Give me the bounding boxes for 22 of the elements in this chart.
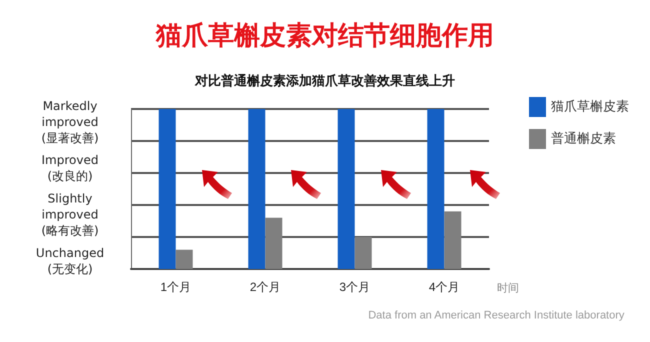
x-tick-label: 3个月	[339, 280, 370, 294]
text: Data from an American Research Institute laboratory	[368, 310, 625, 322]
legend-label: 猫爪草槲皮素	[551, 100, 629, 114]
bar	[338, 109, 355, 269]
x-axis-title: 时间	[497, 282, 519, 294]
bar	[444, 211, 462, 269]
bar	[427, 109, 444, 269]
text: Slightly improved (略有改善)	[41, 192, 99, 238]
x-tick-label: 4个月	[428, 280, 460, 294]
chart-title: 猫爪草槲皮素对结节细胞作用	[155, 21, 494, 51]
bar	[354, 237, 372, 269]
bar	[248, 109, 266, 269]
text: Improved (改良的)	[42, 153, 98, 184]
text: Unchanged (无变化)	[36, 246, 104, 276]
chart-subtitle: 对比普通槲皮素添加猫爪草改善效果直线上升	[194, 73, 455, 89]
bar	[158, 109, 176, 269]
legend-label: 普通槲皮素	[551, 130, 616, 146]
bar	[265, 218, 282, 269]
bar	[176, 250, 193, 269]
x-tick-label: 1个月	[160, 280, 192, 294]
x-tick-label: 2个月	[250, 280, 281, 294]
text: Markedly improved (显著改善)	[41, 98, 99, 145]
